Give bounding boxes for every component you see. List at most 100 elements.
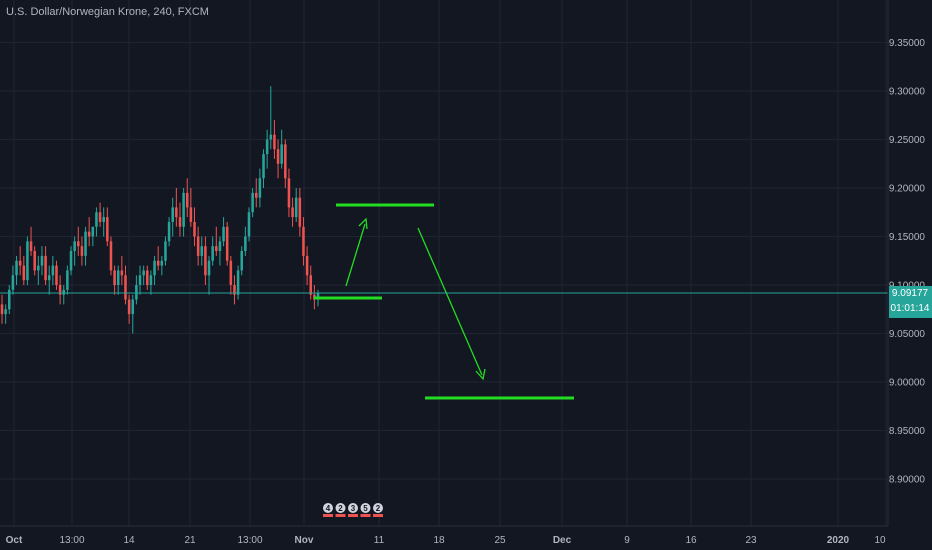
candle: [254, 178, 258, 208]
candle: [302, 217, 305, 266]
price-tag-background: [889, 285, 932, 318]
candle: [69, 246, 73, 276]
down-arrow-shaft[interactable]: [417, 227, 483, 376]
candle: [215, 226, 218, 256]
y-tick-label: 9.00000: [889, 378, 926, 389]
candle: [178, 202, 182, 237]
candle: [91, 226, 95, 247]
x-tick-label: 11: [374, 535, 385, 546]
svg-text:2: 2: [338, 504, 343, 513]
grid: [0, 0, 888, 526]
y-tick-label: 9.20000: [889, 184, 926, 195]
event-marker[interactable]: 3: [347, 502, 359, 518]
y-tick-label: 9.25000: [889, 135, 926, 146]
candle: [102, 207, 105, 237]
candle: [142, 265, 145, 285]
candle: [37, 255, 40, 285]
candle: [247, 207, 251, 242]
up-arrow-shaft[interactable]: [345, 223, 366, 287]
x-tick-label: Oct: [6, 535, 23, 546]
candle: [218, 236, 222, 266]
candle: [185, 178, 189, 218]
candle: [87, 217, 91, 247]
x-tick-label: 18: [433, 535, 445, 546]
price-tag-value: 9.09177: [892, 288, 929, 299]
candle: [11, 265, 15, 295]
svg-text:3: 3: [351, 504, 356, 513]
candle: [167, 217, 171, 247]
candle: [164, 236, 167, 266]
candle: [200, 236, 204, 266]
candle: [120, 255, 124, 285]
candle: [156, 246, 160, 271]
candle: [225, 221, 229, 266]
svg-text:2: 2: [376, 504, 381, 513]
candle: [244, 226, 247, 256]
up-arrow-head: [358, 217, 368, 230]
svg-text:5: 5: [363, 504, 368, 513]
candle: [26, 236, 29, 285]
candle: [7, 285, 11, 315]
candle: [62, 285, 66, 305]
candle: [251, 188, 254, 218]
event-marker[interactable]: 4: [322, 502, 334, 518]
candle: [284, 139, 287, 188]
candle: [204, 236, 207, 285]
x-tick-label: 2020: [827, 535, 850, 546]
y-tick-label: 9.35000: [889, 38, 926, 49]
y-tick-label: 9.15000: [889, 232, 926, 243]
candle: [236, 265, 240, 300]
candles: [0, 86, 320, 334]
candle: [138, 265, 142, 295]
candle: [298, 188, 302, 237]
candle: [196, 226, 200, 266]
candle: [127, 294, 131, 324]
candle: [135, 275, 138, 305]
candle: [265, 129, 269, 169]
down-arrow-head: [475, 368, 486, 381]
candle: [58, 275, 62, 305]
x-tick-label: 13:00: [237, 535, 262, 546]
event-marker[interactable]: 2: [334, 502, 347, 518]
candle: [116, 265, 120, 295]
event-marker[interactable]: 5: [359, 502, 372, 518]
candle: [131, 294, 135, 334]
candle: [109, 236, 113, 276]
candle: [258, 168, 262, 208]
candle: [33, 246, 36, 276]
candle: [73, 236, 76, 266]
drawings[interactable]: [314, 203, 574, 400]
candle: [309, 265, 313, 300]
candle: [77, 226, 80, 256]
candle: [160, 255, 164, 276]
x-tick-label: Dec: [553, 535, 572, 546]
candle: [18, 246, 22, 276]
candle: [294, 188, 298, 222]
candle: [29, 226, 33, 256]
candle: [15, 255, 18, 285]
svg-text:4: 4: [326, 504, 331, 513]
candle: [273, 120, 276, 159]
current-price-tag: 9.09177 01:01:14: [889, 285, 932, 318]
candle: [44, 246, 47, 285]
candle: [262, 149, 265, 188]
event-marker[interactable]: 2: [372, 502, 384, 518]
candle: [0, 294, 4, 324]
candle: [55, 260, 58, 290]
candle: [153, 255, 156, 285]
candle: [276, 139, 280, 179]
x-tick-label: Nov: [295, 535, 314, 546]
candle: [269, 86, 273, 150]
candle: [47, 265, 51, 295]
candle: [175, 188, 178, 227]
x-tick-label: 14: [123, 535, 135, 546]
candle: [291, 197, 294, 227]
x-tick-label: 9: [624, 535, 630, 546]
candle: [287, 168, 291, 218]
candle: [80, 236, 84, 266]
x-tick-label: 13:00: [59, 535, 84, 546]
